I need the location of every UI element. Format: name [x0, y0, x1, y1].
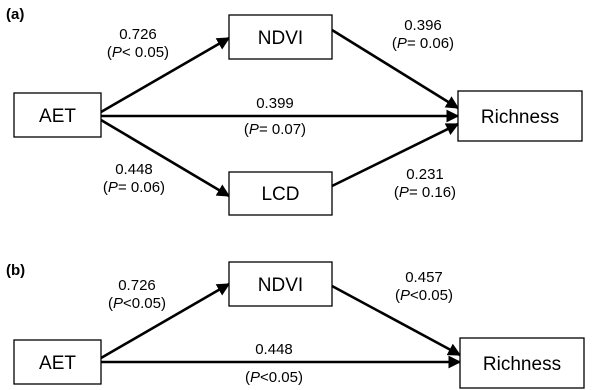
pval-a-aet-lcd: (P= 0.06)	[103, 179, 165, 196]
coef-b-aet-richness: 0.448	[255, 341, 293, 358]
panel-a: (a) AET NDVI LCD Richness 0.726 (P< 0.05…	[6, 6, 583, 216]
label-a-lcd-richness: 0.231 (P= 0.16)	[394, 166, 456, 201]
coef-a-aet-ndvi: 0.726	[119, 26, 157, 43]
node-b-aet-label: AET	[39, 353, 76, 374]
edge-b-aet-ndvi	[100, 282, 231, 360]
node-b-ndvi: NDVI	[228, 261, 333, 307]
node-a-ndvi: NDVI	[228, 14, 333, 60]
panel-a-label: (a)	[6, 6, 24, 23]
node-b-aet: AET	[13, 339, 102, 385]
pval-a-ndvi-richness: (P= 0.06)	[392, 35, 454, 52]
coef-b-ndvi-richness: 0.457	[405, 269, 443, 286]
node-a-aet: AET	[13, 92, 102, 138]
edge-b-ndvi-richness	[331, 284, 462, 357]
node-a-aet-label: AET	[39, 106, 76, 127]
node-a-richness-label: Richness	[481, 107, 559, 128]
node-a-lcd-label: LCD	[261, 184, 299, 205]
coef-a-aet-richness: 0.399	[256, 95, 294, 112]
panel-b: (b) AET NDVI Richness 0.726 (P<0.05) 0.4…	[6, 261, 585, 389]
node-a-lcd: LCD	[228, 171, 333, 216]
node-b-richness-label: Richness	[483, 354, 561, 375]
label-a-aet-lcd: 0.448 (P= 0.06)	[103, 161, 165, 196]
pval-b-aet-richness: (P<0.05)	[245, 369, 303, 386]
edge-a-ndvi-richness	[331, 28, 460, 110]
label-a-aet-richness: 0.399 (P= 0.07)	[244, 95, 306, 138]
label-a-ndvi-richness: 0.396 (P= 0.06)	[392, 17, 454, 52]
edge-a-lcd-richness	[331, 122, 460, 188]
label-a-aet-ndvi: 0.726 (P< 0.05)	[107, 26, 169, 61]
label-b-ndvi-richness: 0.457 (P<0.05)	[395, 269, 453, 304]
panel-b-label: (b)	[6, 262, 25, 279]
node-b-richness: Richness	[459, 337, 585, 389]
edge-a-aet-lcd	[100, 118, 231, 198]
pval-a-lcd-richness: (P= 0.16)	[394, 184, 456, 201]
coef-a-lcd-richness: 0.231	[406, 166, 444, 183]
node-b-ndvi-label: NDVI	[258, 275, 303, 296]
node-a-richness: Richness	[457, 90, 583, 142]
pval-b-ndvi-richness: (P<0.05)	[395, 287, 453, 304]
pval-a-aet-richness: (P= 0.07)	[244, 121, 306, 138]
node-a-ndvi-label: NDVI	[258, 28, 303, 49]
label-b-aet-ndvi: 0.726 (P<0.05)	[108, 277, 166, 312]
pval-b-aet-ndvi: (P<0.05)	[108, 295, 166, 312]
coef-a-aet-lcd: 0.448	[115, 161, 153, 178]
pval-a-aet-ndvi: (P< 0.05)	[107, 44, 169, 61]
coef-a-ndvi-richness: 0.396	[404, 17, 442, 34]
label-b-aet-richness: 0.448 (P<0.05)	[245, 341, 303, 386]
coef-b-aet-ndvi: 0.726	[118, 277, 156, 294]
edge-a-aet-ndvi	[100, 36, 231, 114]
